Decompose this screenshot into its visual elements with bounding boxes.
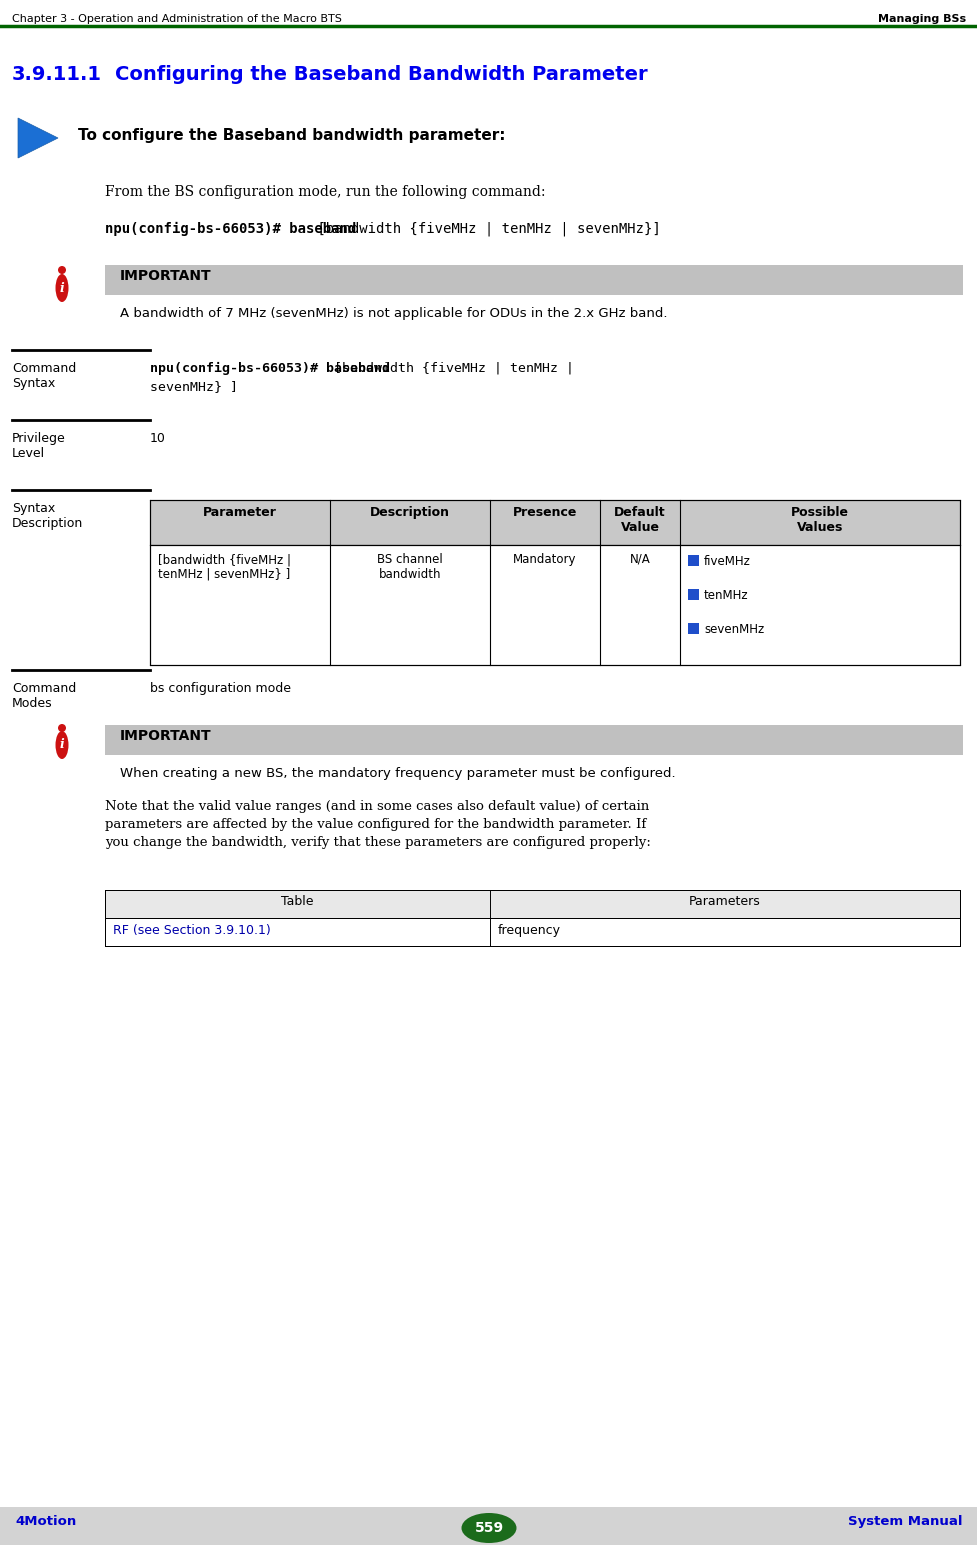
- FancyBboxPatch shape: [105, 266, 962, 295]
- Text: System Manual: System Manual: [848, 1516, 962, 1528]
- Text: npu(config-bs-66053)# baseband: npu(config-bs-66053)# baseband: [105, 222, 356, 236]
- Text: [bandwidth {fiveMHz | tenMHz | sevenMHz}]: [bandwidth {fiveMHz | tenMHz | sevenMHz}…: [309, 222, 660, 236]
- Text: Default
Value: Default Value: [614, 507, 665, 535]
- Text: BS channel
bandwidth: BS channel bandwidth: [377, 553, 443, 581]
- Text: To configure the Baseband bandwidth parameter:: To configure the Baseband bandwidth para…: [78, 128, 505, 144]
- Text: Chapter 3 - Operation and Administration of the Macro BTS: Chapter 3 - Operation and Administration…: [12, 14, 342, 25]
- Text: Parameter: Parameter: [203, 507, 276, 519]
- Text: i: i: [60, 739, 64, 751]
- FancyBboxPatch shape: [105, 725, 962, 756]
- Text: Syntax
Description: Syntax Description: [12, 502, 83, 530]
- FancyBboxPatch shape: [0, 1506, 977, 1545]
- Text: Description: Description: [369, 507, 449, 519]
- Text: bs configuration mode: bs configuration mode: [149, 681, 291, 695]
- Text: Mandatory: Mandatory: [513, 553, 576, 565]
- Text: Managing BSs: Managing BSs: [877, 14, 965, 25]
- Text: Command
Syntax: Command Syntax: [12, 362, 76, 389]
- Text: Presence: Presence: [512, 507, 576, 519]
- Ellipse shape: [56, 731, 68, 759]
- Text: fiveMHz: fiveMHz: [703, 555, 750, 569]
- Text: IMPORTANT: IMPORTANT: [120, 269, 211, 283]
- Text: frequency: frequency: [497, 924, 561, 936]
- Bar: [687, 623, 699, 633]
- Text: i: i: [60, 281, 64, 295]
- Text: sevenMHz: sevenMHz: [703, 623, 763, 637]
- Text: Note that the valid value ranges (and in some cases also default value) of certa: Note that the valid value ranges (and in…: [105, 800, 651, 850]
- FancyBboxPatch shape: [105, 890, 959, 918]
- Text: 3.9.11.1: 3.9.11.1: [12, 65, 102, 83]
- FancyBboxPatch shape: [149, 501, 959, 545]
- Ellipse shape: [58, 725, 65, 732]
- Ellipse shape: [58, 266, 65, 273]
- Text: A bandwidth of 7 MHz (sevenMHz) is not applicable for ODUs in the 2.x GHz band.: A bandwidth of 7 MHz (sevenMHz) is not a…: [120, 307, 667, 320]
- Text: From the BS configuration mode, run the following command:: From the BS configuration mode, run the …: [105, 185, 545, 199]
- FancyBboxPatch shape: [105, 918, 959, 946]
- Text: Privilege
Level: Privilege Level: [12, 433, 65, 460]
- Text: Table: Table: [281, 895, 314, 908]
- Text: 559: 559: [474, 1520, 503, 1536]
- Text: N/A: N/A: [629, 553, 650, 565]
- Text: [bandwidth {fiveMHz |
tenMHz | sevenMHz} ]: [bandwidth {fiveMHz | tenMHz | sevenMHz}…: [158, 553, 291, 581]
- Text: Configuring the Baseband Bandwidth Parameter: Configuring the Baseband Bandwidth Param…: [115, 65, 647, 83]
- Text: 10: 10: [149, 433, 166, 445]
- Polygon shape: [18, 117, 58, 158]
- Text: npu(config-bs-66053)# baseband [bandwidth {fiveMHz | tenMHz | sevenMHz}]: npu(config-bs-66053)# baseband [bandwidt…: [105, 222, 707, 236]
- Text: Possible
Values: Possible Values: [790, 507, 848, 535]
- Bar: [687, 589, 699, 599]
- Text: [bandwidth {fiveMHz | tenMHz |: [bandwidth {fiveMHz | tenMHz |: [325, 362, 573, 375]
- Text: sevenMHz} ]: sevenMHz} ]: [149, 380, 237, 392]
- Text: IMPORTANT: IMPORTANT: [120, 729, 211, 743]
- Text: npu(config-bs-66053)# baseband: npu(config-bs-66053)# baseband: [149, 362, 390, 375]
- Bar: [687, 555, 699, 565]
- Text: tenMHz: tenMHz: [703, 589, 747, 603]
- Text: RF (see Section 3.9.10.1): RF (see Section 3.9.10.1): [113, 924, 271, 936]
- Ellipse shape: [56, 273, 68, 301]
- Ellipse shape: [461, 1513, 516, 1543]
- FancyBboxPatch shape: [149, 545, 959, 664]
- Text: When creating a new BS, the mandatory frequency parameter must be configured.: When creating a new BS, the mandatory fr…: [120, 766, 675, 780]
- Text: Command
Modes: Command Modes: [12, 681, 76, 711]
- Text: Parameters: Parameters: [689, 895, 760, 908]
- Text: 4Motion: 4Motion: [15, 1516, 76, 1528]
